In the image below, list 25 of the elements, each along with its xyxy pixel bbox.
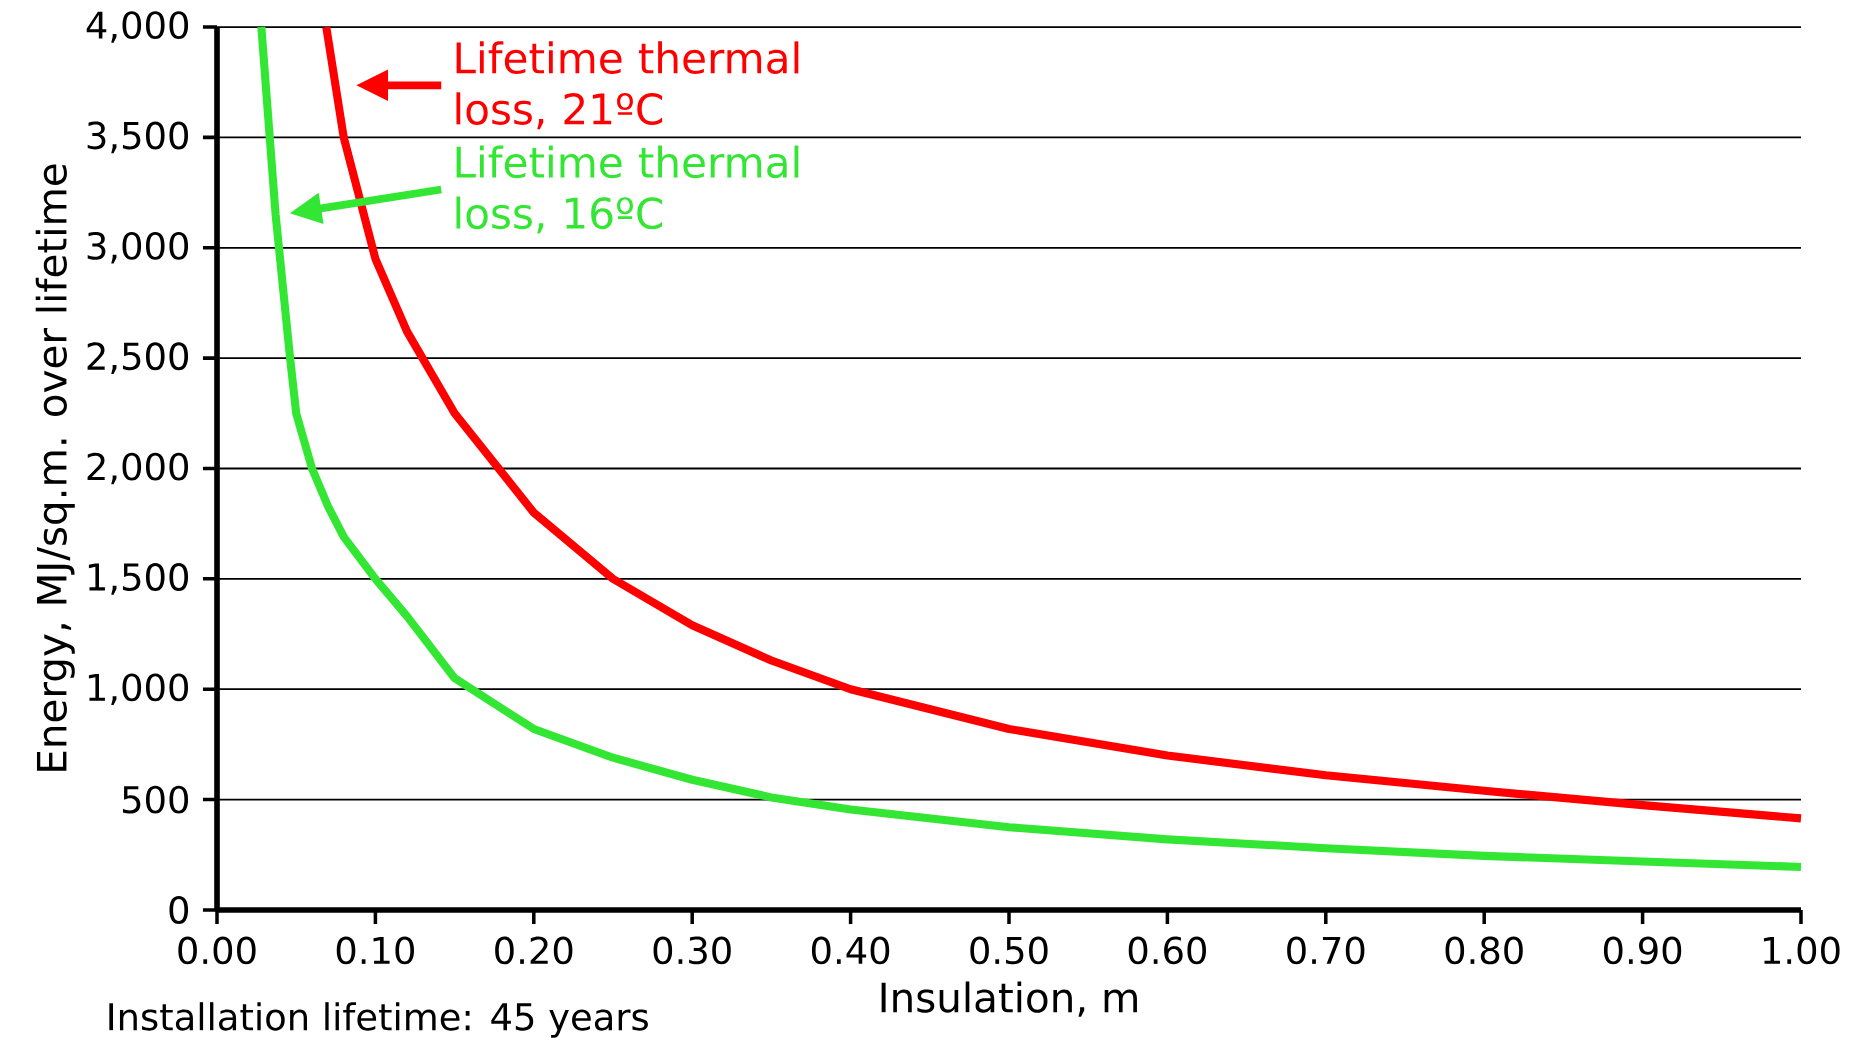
x-axis-title: Insulation, m	[881, 981, 1137, 1017]
x-tick-label: 0.20	[495, 936, 573, 965]
x-tick-label: 0.80	[1445, 936, 1523, 965]
annotation: Lifetime thermal loss, 16ºC	[456, 145, 799, 234]
y-axis-title: Energy, MJ/sq.m. over lifetime	[35, 164, 75, 771]
y-tick-label: 4,000	[86, 11, 189, 43]
x-tick-label: 0.30	[653, 936, 731, 965]
x-tick-label: 0.00	[178, 936, 256, 965]
y-tick-label: 0	[169, 896, 189, 924]
y-tick-label: 3,500	[87, 121, 189, 154]
x-tick-label: 0.90	[1603, 936, 1682, 965]
annotation: Lifetime thermal loss, 21ºC	[456, 41, 799, 130]
text: Installation lifetime: 45 years	[109, 1002, 648, 1038]
y-tick-label: 1,000	[88, 673, 189, 706]
y-tick-label: 3,000	[87, 231, 189, 264]
x-tick-label: 1.00	[1763, 936, 1840, 965]
x-tick-label: 0.60	[1128, 936, 1206, 965]
x-tick-label: 0.70	[1287, 936, 1365, 965]
y-tick-label: 1,500	[88, 563, 189, 595]
x-tick-label: 0.50	[970, 936, 1048, 965]
y-tick-label: 2,000	[87, 452, 189, 485]
x-tick-label: 0.40	[811, 936, 890, 965]
y-tick-label: 2,500	[87, 342, 189, 374]
x-tick-label: 0.10	[336, 936, 414, 965]
y-tick-label: 500	[122, 785, 189, 814]
